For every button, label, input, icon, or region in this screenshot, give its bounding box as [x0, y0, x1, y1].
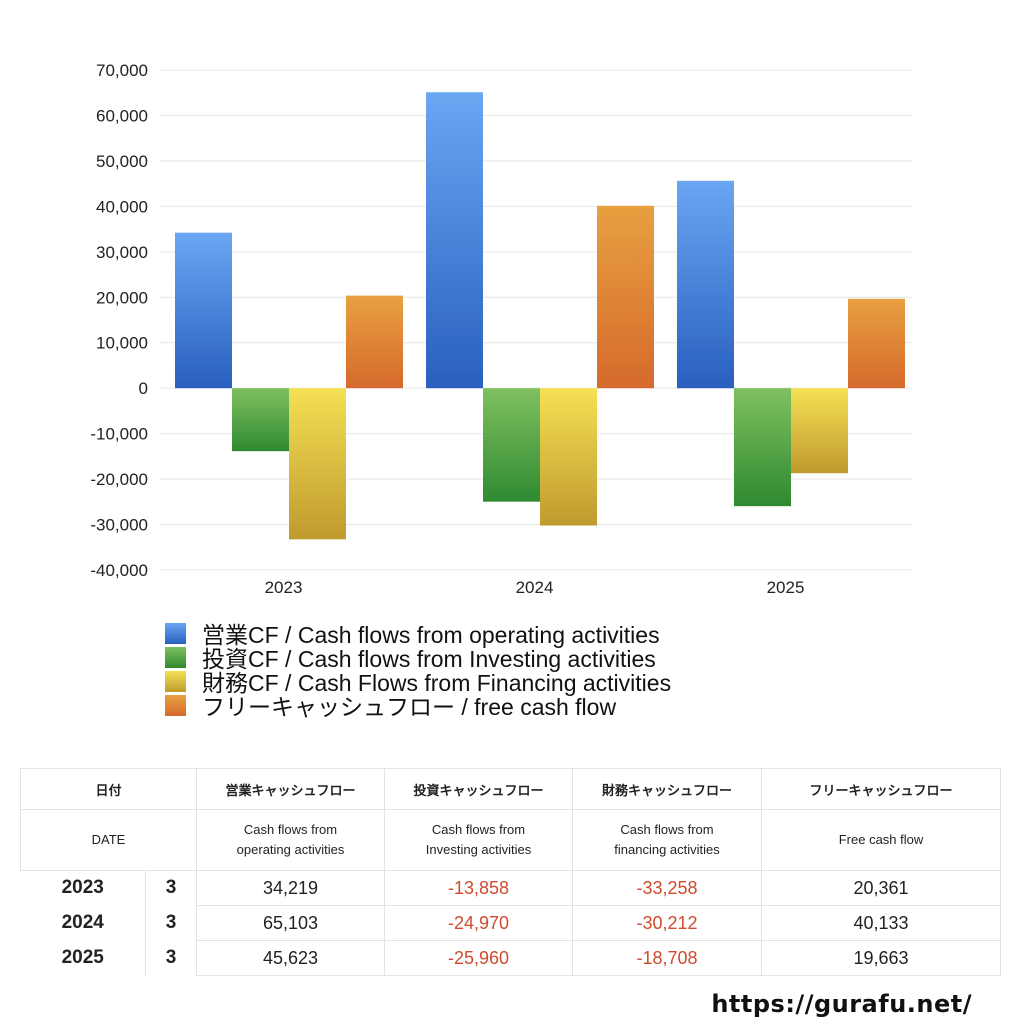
cell-year: 2023: [20, 870, 146, 906]
bar-2024-series-2: [483, 388, 540, 502]
cell-free: 19,663: [761, 940, 1002, 976]
legend-item: 営業CF / Cash flows from operating activit…: [165, 621, 671, 648]
cell-op: 45,623: [196, 940, 386, 976]
bar-2023-series-1: [175, 232, 232, 389]
header-financing-jp: 財務キャッシュフロー: [572, 768, 763, 810]
bar-2024-series-4: [597, 205, 654, 389]
y-tick-label: 60,000: [96, 106, 148, 125]
cell-month: 3: [144, 905, 198, 941]
y-tick-label: -10,000: [90, 425, 148, 444]
cell-inv: -25,960: [384, 940, 574, 976]
legend-swatch: [165, 670, 186, 692]
table-row: 2025 3 45,623 -25,960 -18,708 19,663: [20, 940, 1002, 976]
legend-swatch: [165, 646, 186, 668]
cell-month: 3: [144, 870, 198, 906]
cell-free: 40,133: [761, 905, 1002, 941]
bar-2025-series-3: [791, 388, 848, 474]
bar-2025-series-1: [677, 180, 734, 389]
legend-swatch: [165, 622, 186, 644]
header-date-jp: 日付: [19, 768, 198, 810]
y-tick-label: -30,000: [90, 516, 148, 535]
y-tick-label: 20,000: [96, 288, 148, 307]
bar-2024-series-1: [426, 92, 483, 389]
cell-year: 2024: [20, 905, 146, 941]
legend-label: 財務CF / Cash Flows from Financing activit…: [202, 670, 672, 696]
y-axis: 70,000 60,000 50,000 40,000 30,000 20,000 10,0…: [90, 61, 148, 580]
cell-fin: -30,212: [572, 905, 763, 941]
bar-2023-series-4: [346, 295, 403, 389]
cell-month: 3: [144, 940, 198, 976]
bar-2023-series-3: [289, 388, 346, 540]
y-tick-label: 40,000: [96, 197, 148, 216]
legend-item: 財務CF / Cash Flows from Financing activit…: [165, 669, 671, 696]
x-axis: 2023 2024 2025: [265, 578, 805, 597]
header-operating-jp: 営業キャッシュフロー: [196, 768, 386, 810]
legend-item: 投資CF / Cash flows from Investing activit…: [165, 645, 671, 672]
legend-item: フリーキャッシュフロー / free cash flow: [165, 693, 671, 720]
bar-2025-series-2: [734, 388, 791, 507]
header-en: Cash flows from operating activities: [196, 809, 386, 871]
cell-inv: -24,970: [384, 905, 574, 941]
y-tick-label: 50,000: [96, 152, 148, 171]
bar-2024-series-3: [540, 388, 597, 526]
table-header-en: DATE Cash flows from operating activities C…: [19, 809, 1002, 871]
legend-label: フリーキャッシュフロー / free cash flow: [202, 694, 617, 720]
cell-year: 2025: [20, 940, 146, 976]
table-header-jp: 日付 営業キャッシュフロー 投資キャッシュフロー 財務キャッシュフロー フリーキ…: [19, 768, 1002, 810]
legend-label: 営業CF / Cash flows from operating activit…: [202, 622, 660, 648]
header-en: Free cash flow: [761, 809, 1002, 871]
x-tick-label: 2025: [767, 578, 805, 597]
cell-inv: -13,858: [384, 870, 574, 906]
header-en: Cash flows from financing activities: [572, 809, 763, 871]
y-tick-label: -40,000: [90, 561, 148, 580]
legend: 営業CF / Cash flows from operating activit…: [165, 621, 671, 720]
cell-op: 65,103: [196, 905, 386, 941]
y-tick-label: 10,000: [96, 334, 148, 353]
y-tick-label: 0: [139, 379, 148, 398]
bar-2023-series-2: [232, 388, 289, 452]
cell-op: 34,219: [196, 870, 386, 906]
header-en: DATE: [19, 809, 198, 871]
site-url: https://gurafu.net/: [711, 990, 972, 1018]
table-row: 2024 3 65,103 -24,970 -30,212 40,133: [20, 905, 1002, 941]
x-tick-label: 2023: [265, 578, 303, 597]
bar-2025-series-4: [848, 298, 905, 389]
header-en: Cash flows from Investing activities: [384, 809, 574, 871]
header-investing-jp: 投資キャッシュフロー: [384, 768, 574, 810]
cash-flow-bar-chart: 70,000 60,000 50,000 40,000 30,000 20,000 10,0…: [90, 61, 913, 597]
cash-flow-table: 日付 営業キャッシュフロー 投資キャッシュフロー 財務キャッシュフロー フリーキ…: [19, 768, 1002, 976]
y-tick-label: 70,000: [96, 61, 148, 80]
y-tick-label: -20,000: [90, 470, 148, 489]
legend-swatch: [165, 694, 186, 716]
y-tick-label: 30,000: [96, 243, 148, 262]
x-tick-label: 2024: [516, 578, 554, 597]
bars: [175, 92, 905, 540]
header-free-jp: フリーキャッシュフロー: [761, 768, 1002, 810]
table-row: 2023 3 34,219 -13,858 -33,258 20,361: [20, 870, 1002, 906]
cell-fin: -33,258: [572, 870, 763, 906]
legend-label: 投資CF / Cash flows from Investing activit…: [202, 646, 656, 672]
cell-free: 20,361: [761, 870, 1002, 906]
cell-fin: -18,708: [572, 940, 763, 976]
